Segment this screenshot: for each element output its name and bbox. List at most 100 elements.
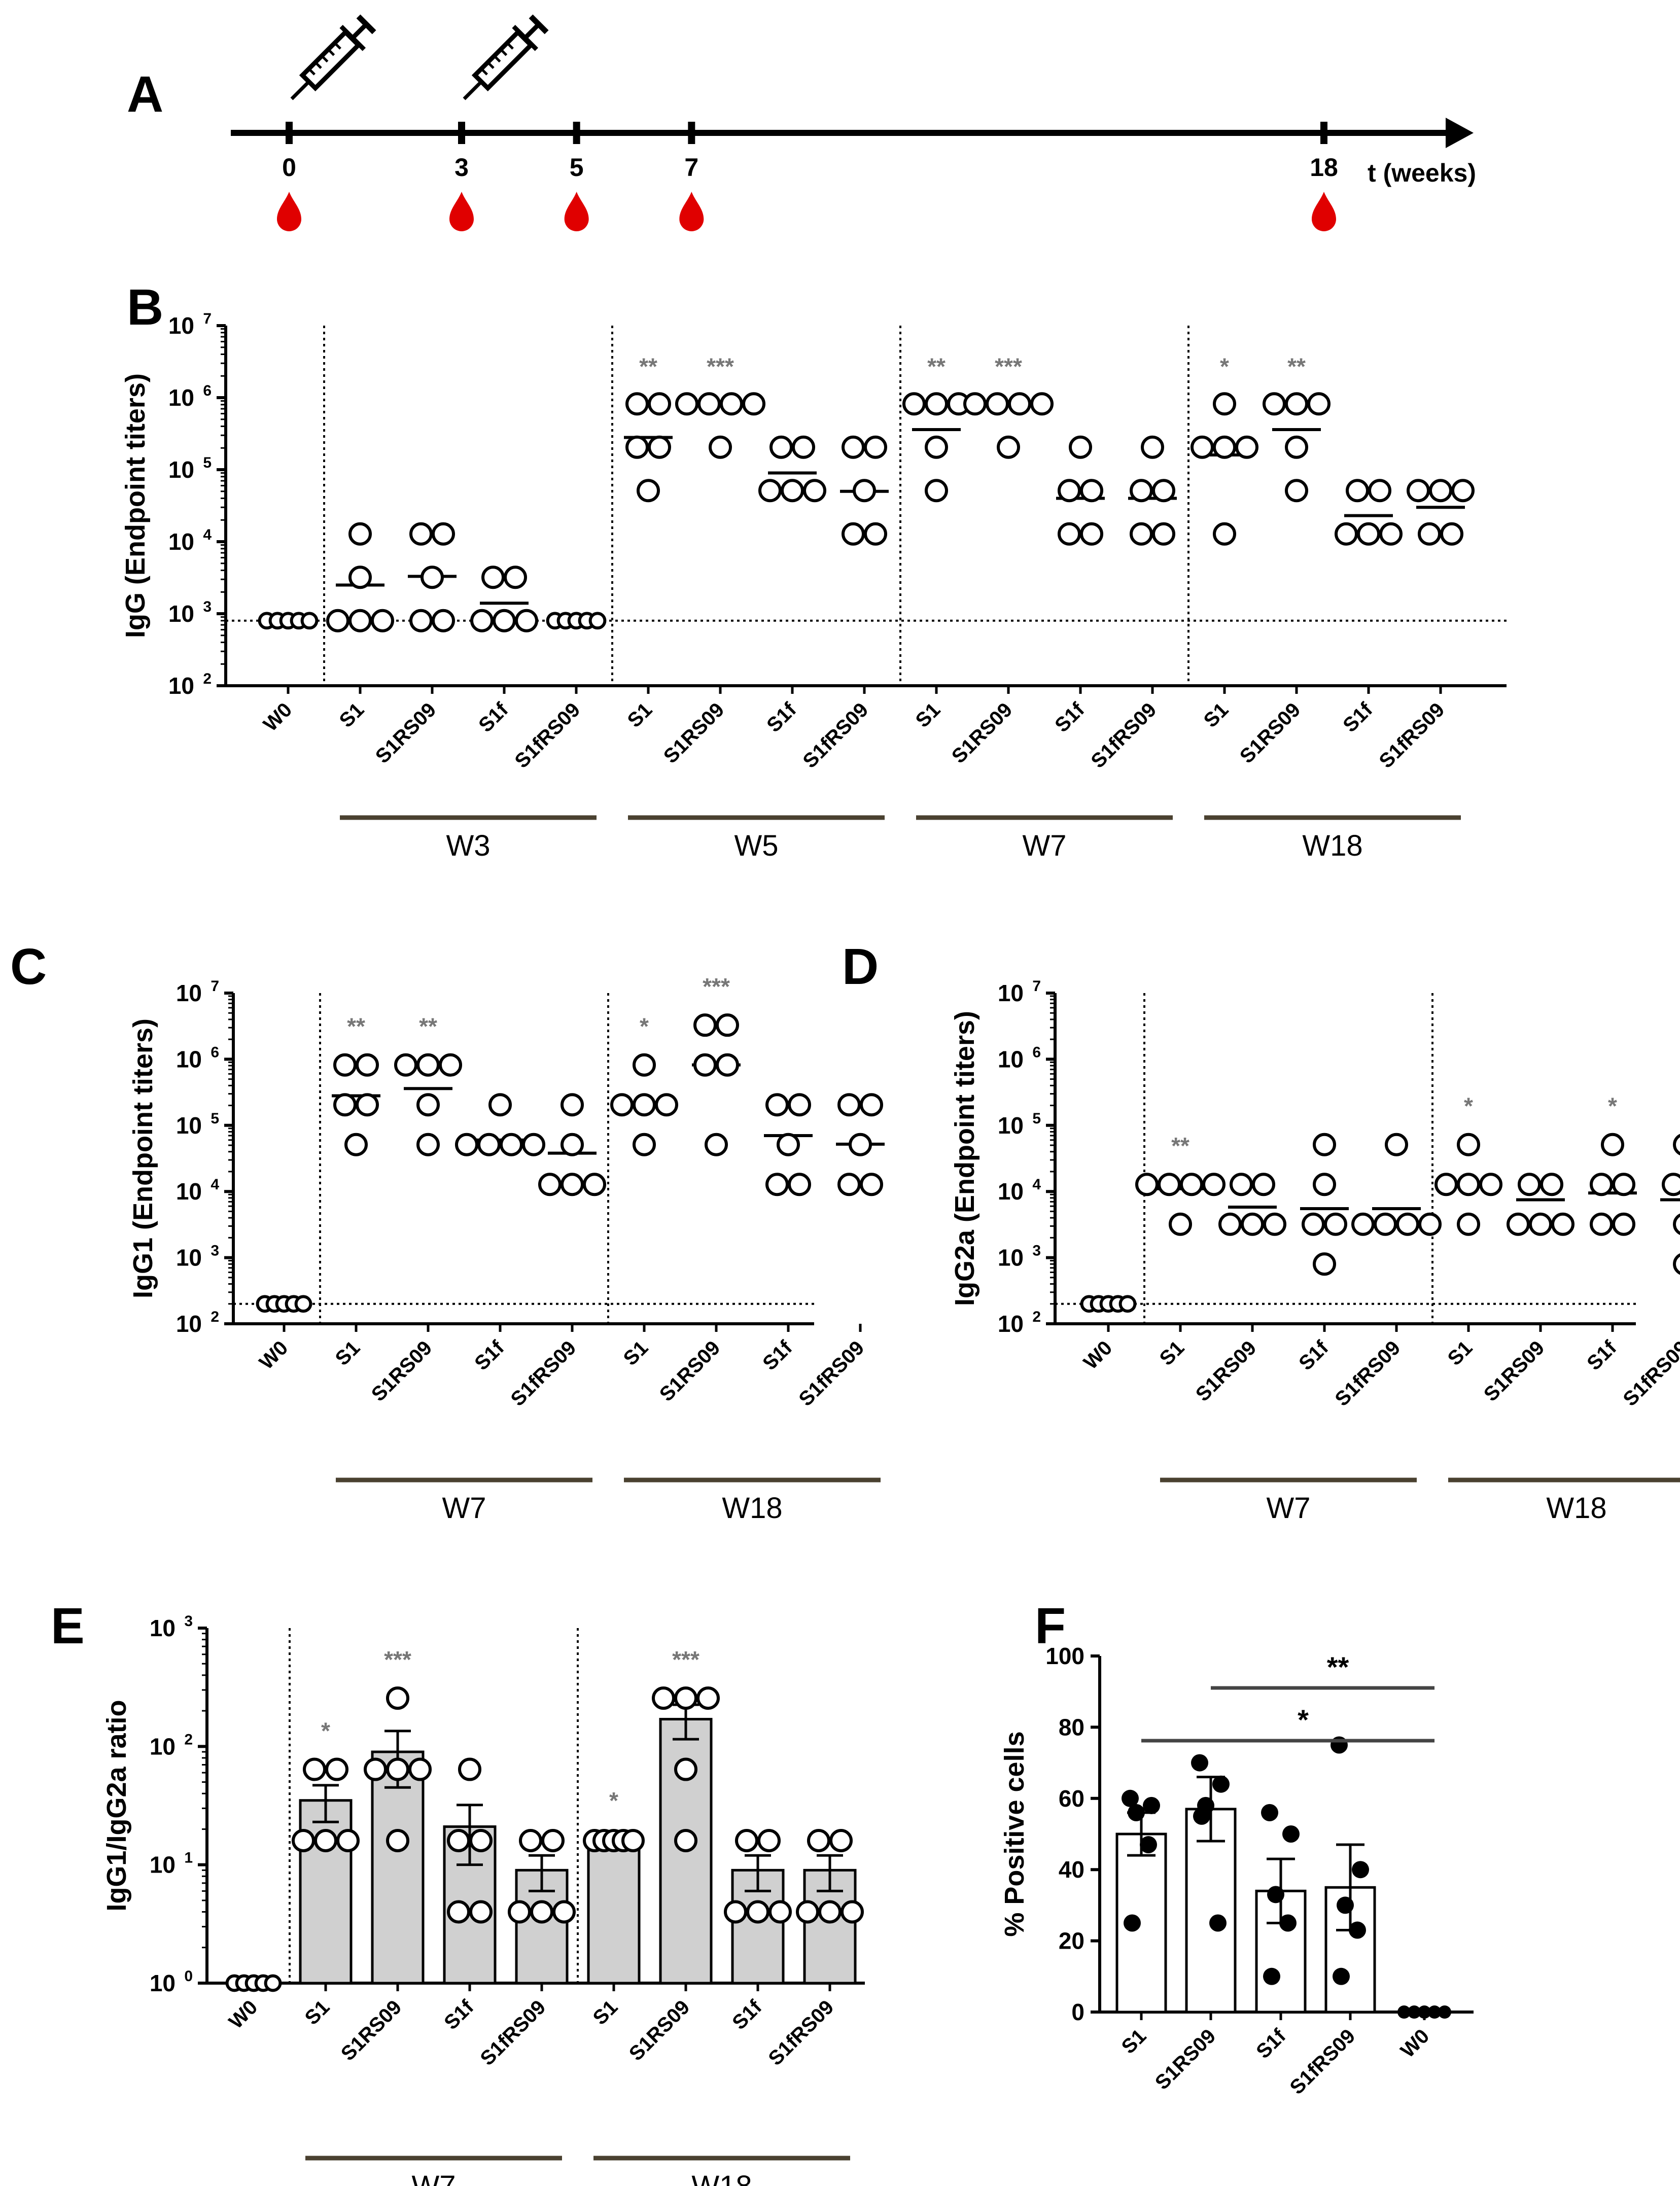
- data-point: [561, 1133, 584, 1156]
- data-point: [1324, 1212, 1347, 1236]
- y-tick-label: 10: [176, 1112, 202, 1139]
- data-point: [386, 1686, 409, 1710]
- data-point: [519, 1829, 542, 1853]
- category-label: S1fRS09: [506, 1336, 580, 1411]
- data-point: [633, 1133, 656, 1156]
- data-point: [1673, 1134, 1680, 1155]
- data-point: [697, 392, 721, 416]
- significance-marker: ***: [384, 1646, 411, 1673]
- data-point: [818, 1900, 842, 1924]
- significance-marker: ***: [995, 353, 1022, 379]
- syringe-plunger: [523, 22, 541, 40]
- data-point: [326, 609, 349, 632]
- data-point: [853, 479, 876, 503]
- data-point: [356, 1053, 379, 1077]
- bar: [515, 1868, 569, 1985]
- data-point: [1408, 2005, 1421, 2019]
- data-point: [1191, 1754, 1208, 1772]
- category-label: S1fRS09: [798, 698, 872, 772]
- data-point: [325, 1757, 348, 1781]
- data-point: [633, 1053, 656, 1077]
- data-point: [416, 1053, 440, 1077]
- data-point: [1267, 1886, 1284, 1903]
- data-point: [769, 435, 793, 459]
- category-label: S1RS09: [948, 698, 1017, 767]
- syringe-mark: [480, 67, 488, 76]
- syringe-mark: [321, 55, 329, 63]
- data-point: [409, 609, 433, 632]
- data-point: [447, 1829, 470, 1853]
- data-point: [470, 609, 494, 632]
- data-point: [788, 1173, 811, 1196]
- data-point: [674, 1686, 697, 1710]
- data-point: [1612, 1212, 1635, 1236]
- blood-drop-icon: [449, 192, 474, 231]
- category-label: S1: [589, 1996, 622, 2029]
- data-point: [1202, 1173, 1226, 1196]
- data-point: [860, 1093, 883, 1117]
- category-label: S1RS09: [337, 1996, 406, 2065]
- data-point: [394, 1053, 417, 1077]
- data-point: [1418, 522, 1441, 546]
- data-point: [561, 1093, 584, 1117]
- data-point: [709, 435, 732, 459]
- significance-marker: **: [347, 1013, 365, 1040]
- data-point: [625, 392, 649, 416]
- data-point: [371, 609, 394, 632]
- data-point: [705, 1133, 728, 1156]
- panel-letter-e: E: [51, 1598, 85, 1654]
- panel-letter-b: B: [127, 279, 163, 336]
- data-point: [416, 1093, 440, 1117]
- data-point: [1141, 435, 1164, 459]
- significance-bracket-label: *: [1298, 1704, 1309, 1736]
- y-tick-label: 10: [998, 980, 1024, 1006]
- data-point: [792, 435, 815, 459]
- data-point: [1122, 1789, 1139, 1807]
- data-point: [1457, 1133, 1480, 1156]
- data-point: [1346, 479, 1369, 503]
- category-label: S1: [1156, 1336, 1189, 1370]
- data-point: [735, 1829, 758, 1853]
- syringe-mark: [308, 67, 316, 76]
- category-label: S1: [1200, 698, 1233, 732]
- significance-marker: *: [1608, 1093, 1617, 1119]
- data-point: [356, 1093, 379, 1117]
- data-point: [303, 1757, 326, 1781]
- data-point: [1241, 1212, 1264, 1236]
- category-label: S1: [331, 1336, 365, 1370]
- data-point: [716, 1053, 739, 1077]
- chart-igg1: 10 2 10 3 10 4 10 5 10 6 10 7 IgG1 (Endpoint titers)…: [128, 973, 885, 1525]
- data-point: [720, 392, 743, 416]
- data-point: [336, 1829, 360, 1853]
- data-point: [842, 522, 865, 546]
- category-label: S1f: [1294, 1336, 1333, 1375]
- category-label: S1RS09: [371, 698, 440, 767]
- data-point: [1529, 1212, 1552, 1236]
- data-point: [1302, 1212, 1325, 1236]
- data-point: [1357, 522, 1380, 546]
- data-point: [648, 392, 671, 416]
- y-tick-label: 10: [998, 1245, 1024, 1271]
- category-label: S1fRS09: [510, 698, 584, 772]
- group-label: W18: [1546, 1492, 1606, 1525]
- data-point: [1374, 1212, 1397, 1236]
- group-label: W7: [1267, 1492, 1311, 1525]
- syringe-mark: [327, 48, 335, 56]
- y-tick-exponent: 0: [184, 1968, 193, 1985]
- data-point: [803, 479, 826, 503]
- data-point: [1285, 392, 1308, 416]
- syringe-needle: [290, 80, 310, 100]
- data-point: [1451, 479, 1475, 503]
- y-tick-label: 10: [168, 456, 194, 483]
- data-point: [765, 1173, 789, 1196]
- y-tick-exponent: 3: [211, 1243, 219, 1259]
- data-point: [696, 1686, 720, 1710]
- data-point: [1590, 1173, 1613, 1196]
- data-point: [469, 1829, 493, 1853]
- y-tick-exponent: 7: [1032, 978, 1041, 995]
- data-point: [724, 1900, 747, 1924]
- data-point: [314, 1829, 337, 1853]
- data-point: [1333, 1967, 1350, 1985]
- y-tick-exponent: 7: [203, 310, 212, 327]
- y-tick-exponent: 5: [1032, 1110, 1041, 1127]
